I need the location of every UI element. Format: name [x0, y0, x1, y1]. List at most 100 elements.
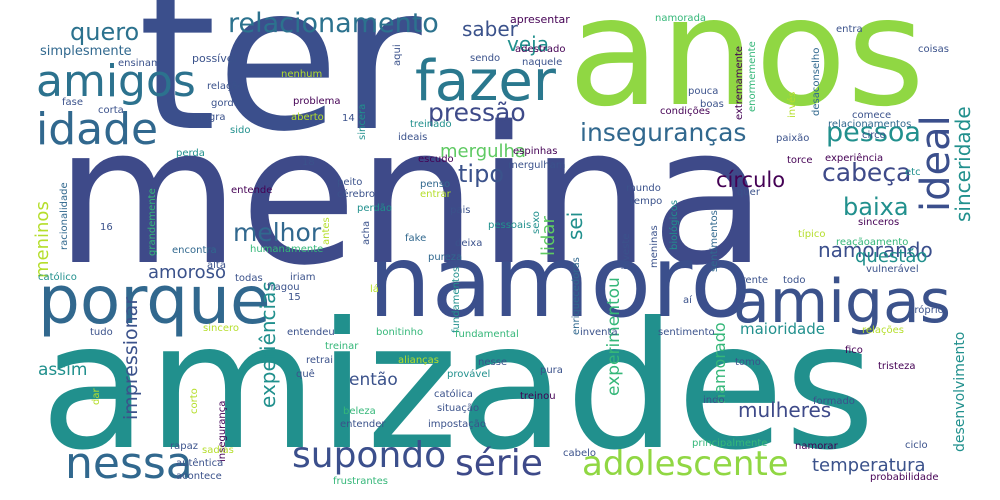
word: entra: [836, 24, 863, 35]
word: maioridade: [740, 320, 825, 338]
word: quer: [737, 187, 760, 198]
word: escudo: [418, 154, 454, 165]
word: sincera: [357, 103, 368, 140]
word: namorando: [818, 238, 933, 262]
word: temperatura: [812, 455, 926, 476]
word: penso: [420, 179, 451, 190]
word: adestrado: [515, 44, 566, 55]
word: mulheres: [738, 398, 832, 422]
word: iriam: [290, 272, 316, 283]
word: paixão: [776, 133, 810, 144]
word: 15: [288, 292, 301, 303]
word: desenvolvimento: [952, 331, 968, 452]
word: sadias: [202, 445, 234, 456]
word: torce: [787, 155, 813, 166]
word: amoroso: [148, 262, 226, 283]
word: pouca: [688, 86, 719, 97]
word: tomo: [735, 357, 761, 368]
word: simplesmente: [40, 44, 132, 59]
word: sentimentos: [709, 210, 720, 272]
word: fragou: [267, 282, 300, 293]
word: entendeu: [287, 327, 335, 338]
word: dar: [91, 388, 102, 405]
word: aqui: [392, 44, 403, 66]
word: aberto: [291, 112, 324, 123]
word: lidar: [538, 216, 559, 256]
word: frente: [738, 275, 768, 286]
word: cabeça: [822, 158, 912, 187]
word: investe: [621, 233, 632, 270]
word: baixa: [843, 193, 909, 221]
word: tristeza: [878, 361, 916, 372]
word: 16: [100, 222, 113, 233]
word: acontece: [176, 471, 222, 482]
word: fazer: [415, 49, 556, 114]
word: fake: [405, 233, 427, 244]
word: cabelo: [563, 448, 597, 459]
word: 18: [302, 157, 315, 168]
word: alta: [207, 260, 226, 271]
word: provável: [447, 369, 491, 380]
word: cérebro: [337, 189, 376, 200]
word: entende: [231, 185, 273, 196]
word: alianças: [398, 355, 439, 366]
word: treinar: [325, 341, 359, 352]
word: treinado: [410, 119, 452, 130]
word: saber: [462, 17, 518, 41]
word: sincero: [203, 323, 239, 334]
word: católico: [38, 272, 77, 283]
word: relacionamento: [228, 8, 439, 39]
word: lá: [370, 284, 379, 295]
word: etc: [905, 167, 921, 178]
word: fico: [845, 345, 863, 356]
word: 14: [342, 113, 355, 124]
word: beleza: [343, 406, 376, 417]
word: sinceridade: [951, 106, 975, 222]
word: situação: [437, 403, 480, 414]
word: pais: [450, 205, 471, 216]
word: fase: [62, 97, 84, 108]
word: fundamental: [455, 329, 519, 340]
word: melhor: [233, 218, 322, 247]
word: extremamente: [734, 45, 745, 120]
word: namoro: [368, 223, 752, 340]
word: indo: [703, 395, 725, 406]
word: rapaz: [170, 441, 198, 452]
word: perdão: [357, 203, 393, 214]
word: probabilidade: [870, 472, 939, 483]
word: pura: [540, 365, 563, 376]
word: sido: [230, 125, 251, 136]
word: circo: [862, 130, 886, 141]
word: formado: [813, 396, 855, 407]
word: assim: [38, 360, 88, 380]
word: experiências: [256, 281, 280, 408]
word: nenhum: [281, 69, 323, 80]
word: meninas: [649, 225, 660, 268]
word: sentimento: [658, 327, 715, 338]
word: invés: [787, 91, 798, 118]
word: reaçãoamento: [836, 237, 909, 248]
word: deixa: [455, 238, 483, 249]
word: gorda: [211, 98, 240, 109]
word: racionalidade: [59, 182, 70, 250]
word: ideal: [913, 115, 959, 212]
word: ensinam: [118, 58, 161, 69]
word: sexo: [531, 211, 542, 234]
word: amizades: [40, 286, 876, 489]
word: próprio: [908, 305, 944, 316]
word: vulnerável: [866, 264, 919, 275]
word: retrai: [306, 355, 333, 366]
word: então: [349, 370, 398, 390]
word: todo: [783, 275, 806, 286]
word: sinceros: [858, 217, 900, 228]
word: mergulha: [440, 141, 526, 162]
word: naquele: [522, 57, 563, 68]
word: humanamente: [250, 244, 324, 255]
word: possível: [192, 52, 237, 65]
word: católica: [434, 389, 473, 400]
word: corta: [98, 105, 124, 116]
word: corto: [189, 388, 200, 414]
word: namorar: [795, 441, 838, 452]
word: menina: [55, 86, 768, 307]
word: fundamentos: [451, 266, 462, 333]
